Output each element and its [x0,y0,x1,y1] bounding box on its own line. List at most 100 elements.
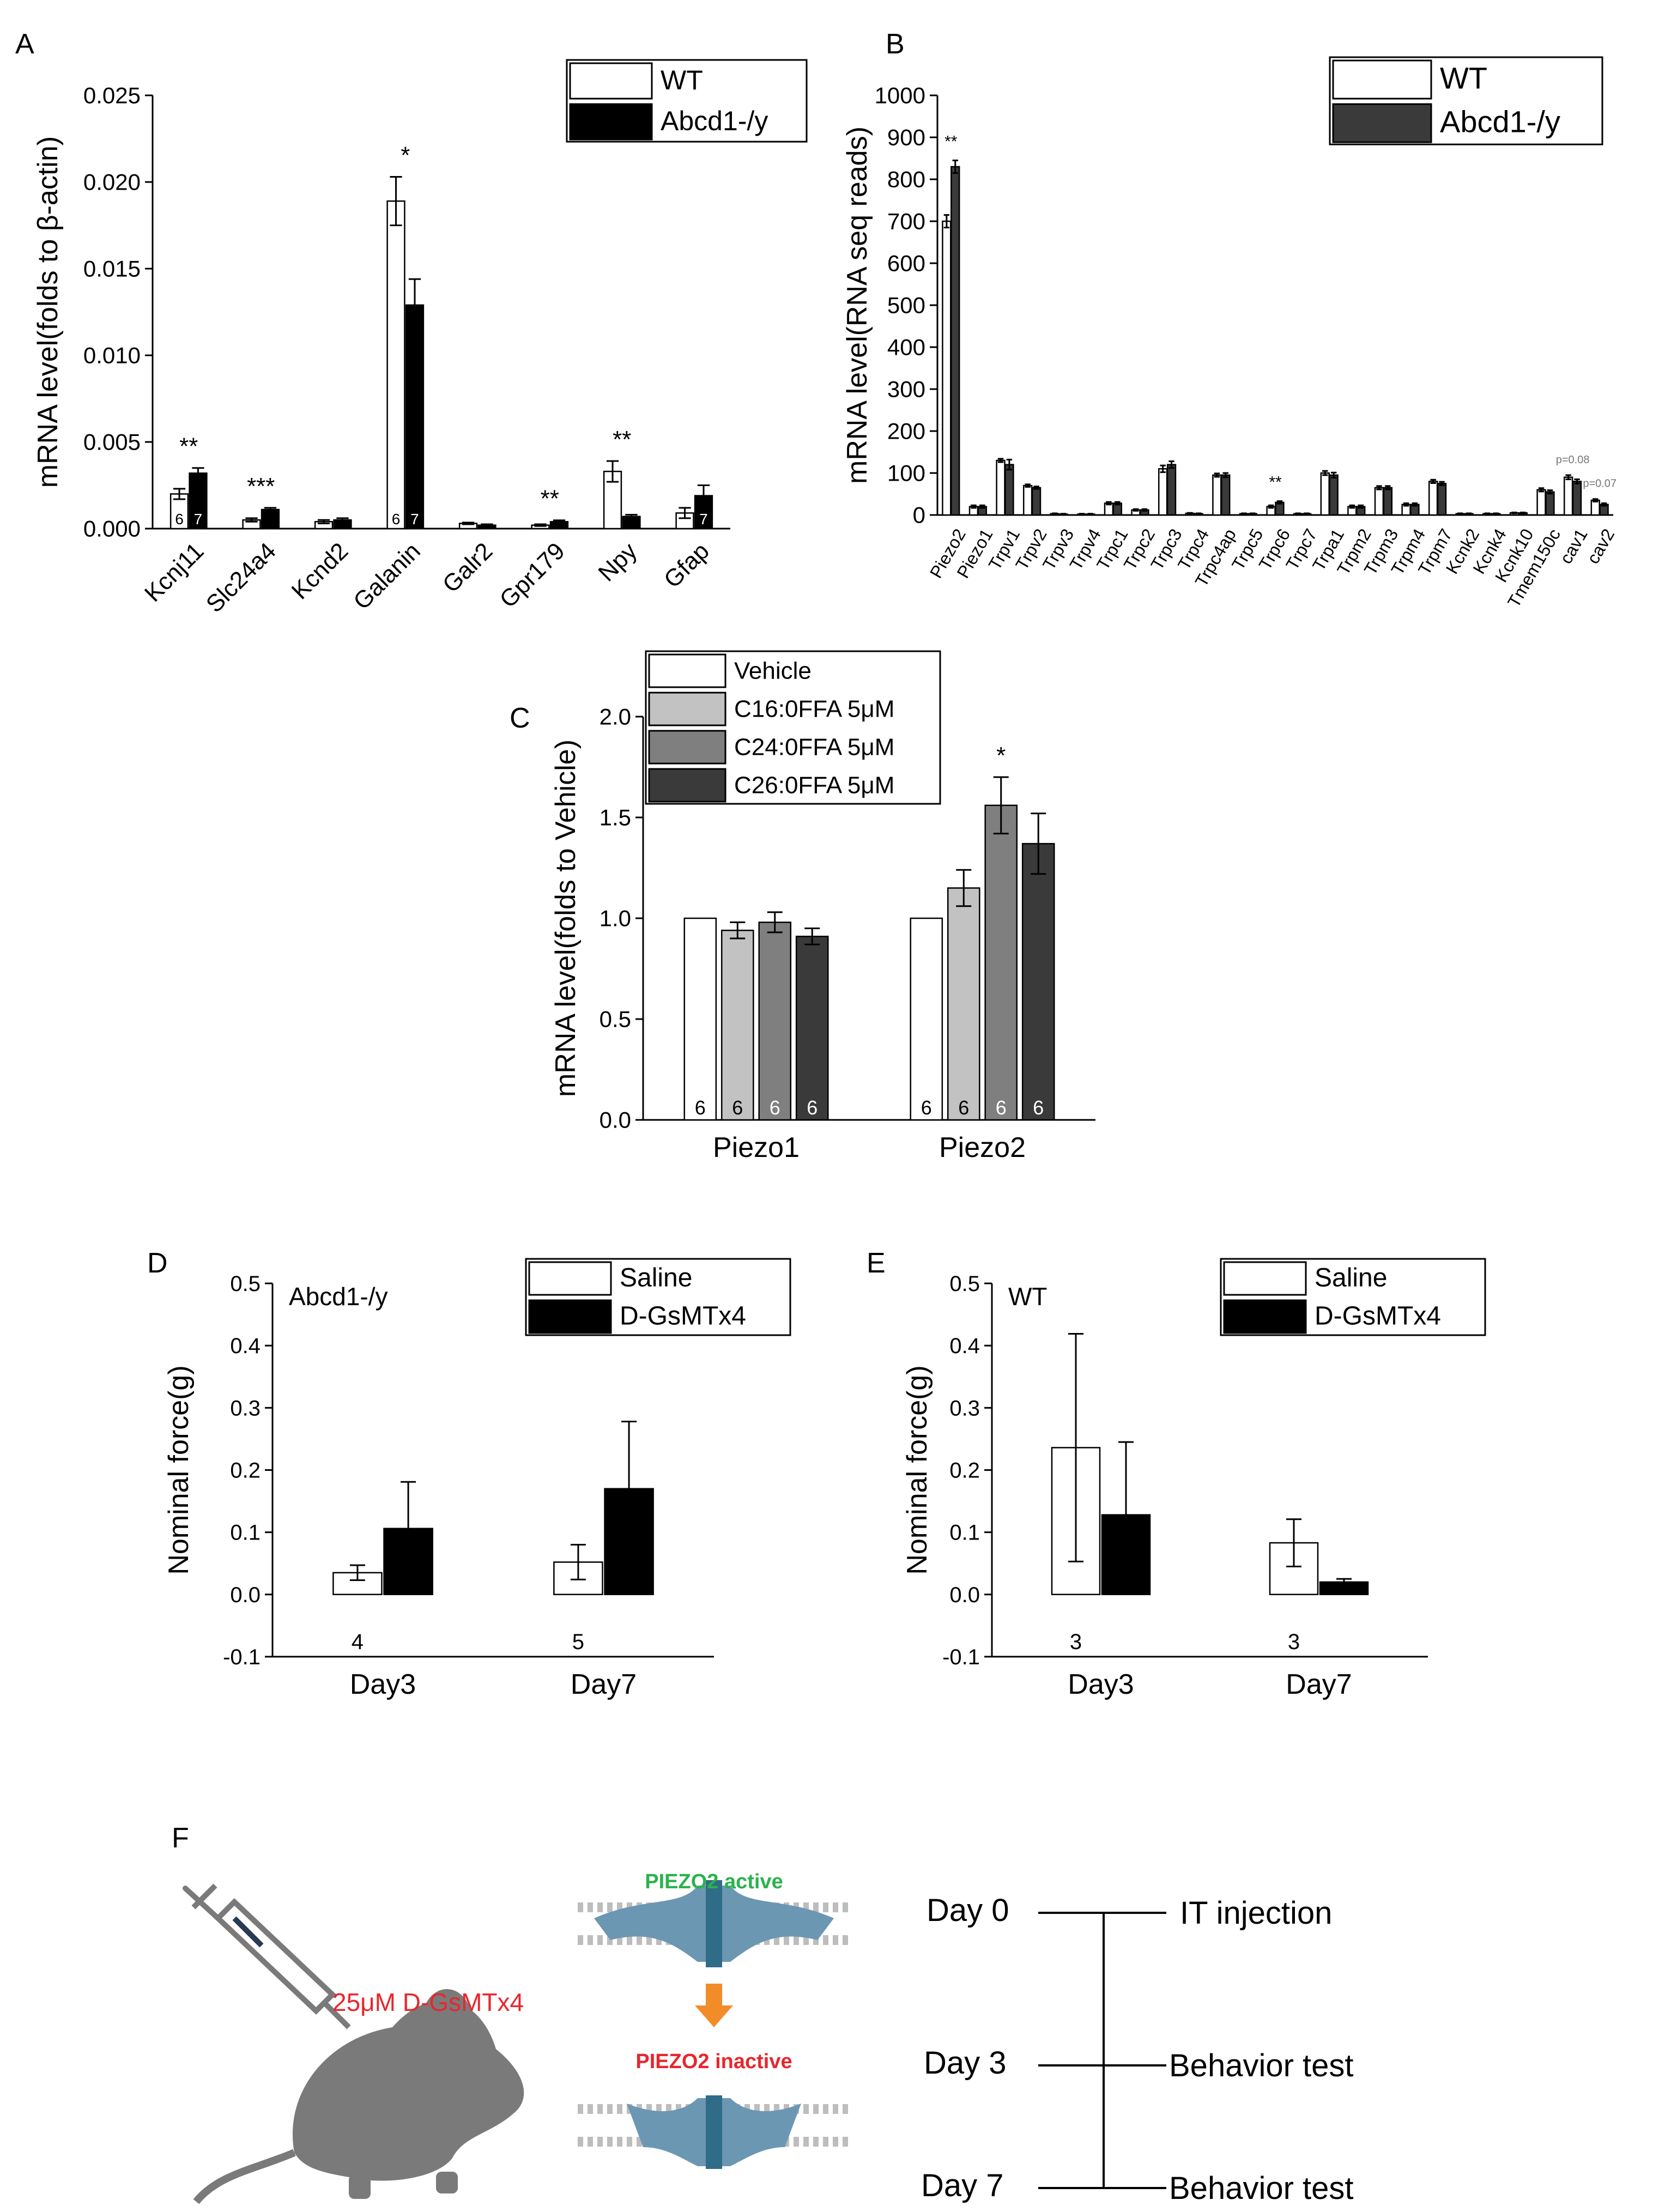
legend-label: Vehicle [734,657,812,684]
n-label: 7 [410,511,419,528]
bar [1437,483,1447,516]
n-label: 5 [1120,1630,1132,1654]
bar [942,220,952,516]
legend-swatch [648,653,726,688]
bar [1383,487,1393,516]
timeline-day7: Day 7 [921,2168,1004,2203]
y-tick-label: -0.1 [223,1645,261,1669]
bar [1536,489,1546,516]
panel-label-b: B [886,28,905,60]
y-tick-label: 0.020 [83,169,141,195]
bar [261,508,280,530]
y-tick-label: 0.0 [949,1583,980,1607]
y-tick-label: 0.010 [83,343,141,368]
category-label: Gpr179 [494,537,570,613]
y-tick-label: 400 [887,335,925,360]
bar [720,929,754,1121]
significance-mark: ** [179,433,198,460]
timeline [1038,1912,1166,2189]
y-tick-label: 0 [913,502,925,528]
chart-title: Abcd1-/y [289,1282,388,1311]
y-tick-label: 0.0 [600,1107,631,1133]
y-tick-label: 0.025 [83,83,141,108]
legend-label: Abcd1-/y [1440,105,1560,139]
y-tick-label: 800 [887,167,925,192]
significance-mark: ** [613,426,631,453]
category-label: Day3 [1068,1669,1134,1700]
bar [1022,484,1033,516]
legend-swatch [569,103,653,141]
legend-label: C16:0FFA 5μM [734,695,894,722]
n-label: 6 [770,1096,780,1119]
n-label: 5 [1338,1630,1350,1654]
bar [950,166,960,516]
syringe-icon [183,1883,351,2029]
legend-label: Saline [1315,1263,1387,1292]
bar [1374,487,1384,516]
panel-label-e: E [867,1247,886,1279]
category-label: Piezo1 [713,1132,800,1163]
timeline-event0: IT injection [1180,1895,1332,1931]
y-tick-label: 0.1 [230,1521,261,1545]
bar [795,936,829,1121]
bar [386,200,405,530]
chart-panel-c: 0.0 0.5 1.0 1.5 2.0 mRNA level(folds to Vehic… [550,650,1095,1163]
n-label: 5 [623,1630,635,1654]
bar [1563,476,1573,516]
chart-panel-d: -0.1 0.0 0.1 0.2 0.3 0.4 0.5 Nominal force(g) Ab… [163,1258,791,1700]
y-tick-label: 600 [887,251,925,276]
chart-panel-a: 0.000 0.005 0.010 0.015 0.020 0.025 mRNA level… [32,59,808,618]
piezo2-inactive-label: PIEZO2 inactive [635,2050,792,2073]
category-label: Kcnd2 [287,537,354,604]
bar [910,917,943,1121]
bar [189,472,208,530]
bar [1031,487,1042,516]
bar [1320,472,1330,516]
bar [984,804,1018,1121]
panel-label-d: D [147,1247,168,1279]
y-tick-label: 0.000 [83,516,141,542]
n-label: 6 [996,1096,1007,1119]
legend-label: C24:0FFA 5μM [734,734,894,760]
bar [1329,474,1339,516]
arrow-down-icon [695,1984,733,2027]
bar [758,922,792,1121]
category-label: cav1 [1556,525,1591,567]
panel-label-c: C [510,702,530,734]
n-label: 6 [392,511,401,528]
significance-mark: ** [541,486,559,512]
p-value-annotation: p=0.07 [1583,478,1616,490]
y-tick-label: 0.4 [949,1334,980,1358]
bar [683,917,717,1121]
y-tick-label: 0.5 [949,1272,980,1296]
dose-label: 25μM D-GsMTx4 [332,1988,524,2016]
legend-swatch [1332,103,1432,143]
legend-swatch [1223,1261,1307,1296]
n-label: 6 [921,1096,932,1119]
n-label: 5 [402,1630,414,1654]
significance-mark: * [996,742,1006,769]
timeline-event7: Behavior test [1169,2171,1354,2206]
y-axis-label: mRNA level(RNA seq reads) [841,126,873,484]
bar [1545,491,1555,516]
legend-swatch [569,62,653,100]
y-axis-label: Nominal force(g) [163,1365,195,1574]
n-label: 6 [175,511,184,528]
panel-label-a: A [15,28,34,60]
bar [1590,499,1600,516]
n-label: 4 [352,1630,364,1654]
y-tick-label: 1.0 [600,906,631,931]
y-tick-label: 0.4 [230,1334,261,1358]
bar [996,459,1006,516]
bar [1158,468,1168,516]
y-tick-label: 0.2 [949,1459,980,1483]
bar [1021,843,1055,1121]
y-tick-label: 0.015 [83,256,141,282]
p-value-annotation: p=0.08 [1556,454,1590,466]
bar [1428,481,1438,516]
legend-label: WT [661,65,703,95]
category-label: Kcnj11 [140,537,209,607]
timeline-event3: Behavior test [1169,2048,1354,2083]
bar [405,304,425,530]
